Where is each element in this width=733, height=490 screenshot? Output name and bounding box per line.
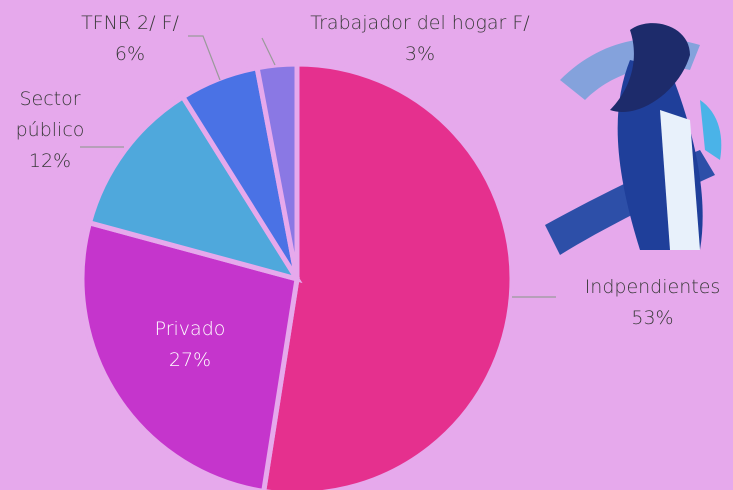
pie-slice [264,64,512,490]
page: Indpendientes53% Privado27% Sector público… [0,0,733,490]
category-label: Indpendientes [570,272,733,303]
category-label: Privado [120,314,260,345]
category-label: Trabajador del hogar F/ [270,8,570,39]
pie [82,64,512,490]
value-label: 53% [570,303,733,334]
slice-label: TFNR 2/ F/6% [55,8,205,70]
value-label: 27% [120,345,260,376]
value-label: 12% [5,146,95,177]
category-label: Sector público [15,84,85,146]
slice-label: Trabajador del hogar F/3% [270,8,570,70]
chart [0,0,733,490]
category-label: TFNR 2/ F/ [55,8,205,39]
illustration [545,23,721,255]
value-label: 6% [55,39,205,70]
value-label: 3% [270,39,570,70]
